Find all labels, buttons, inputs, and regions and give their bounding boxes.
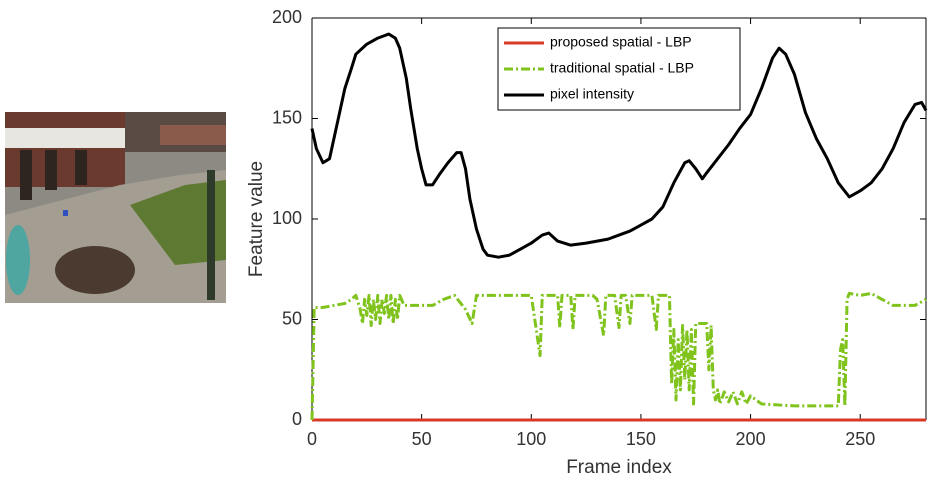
y-tick-label: 100: [272, 208, 302, 228]
x-tick-label: 0: [307, 429, 317, 449]
y-axis-label: Feature value: [246, 161, 267, 277]
x-tick-label: 100: [516, 429, 546, 449]
y-tick-label: 150: [272, 107, 302, 127]
series-line: [310, 291, 927, 421]
x-tick-label: 150: [626, 429, 656, 449]
x-tick-label: 50: [412, 429, 432, 449]
y-tick-label: 50: [282, 308, 302, 328]
y-tick-label: 0: [292, 409, 302, 429]
x-axis-label: Frame index: [566, 457, 672, 478]
scene-photo: [5, 112, 226, 303]
legend-label: pixel intensity: [550, 86, 634, 102]
x-tick-label: 250: [845, 429, 875, 449]
y-tick-label: 200: [272, 7, 302, 27]
legend-label: traditional spatial - LBP: [550, 60, 694, 76]
series-line: [310, 32, 928, 259]
legend-label: proposed spatial - LBP: [550, 34, 692, 50]
x-tick-label: 200: [736, 429, 766, 449]
